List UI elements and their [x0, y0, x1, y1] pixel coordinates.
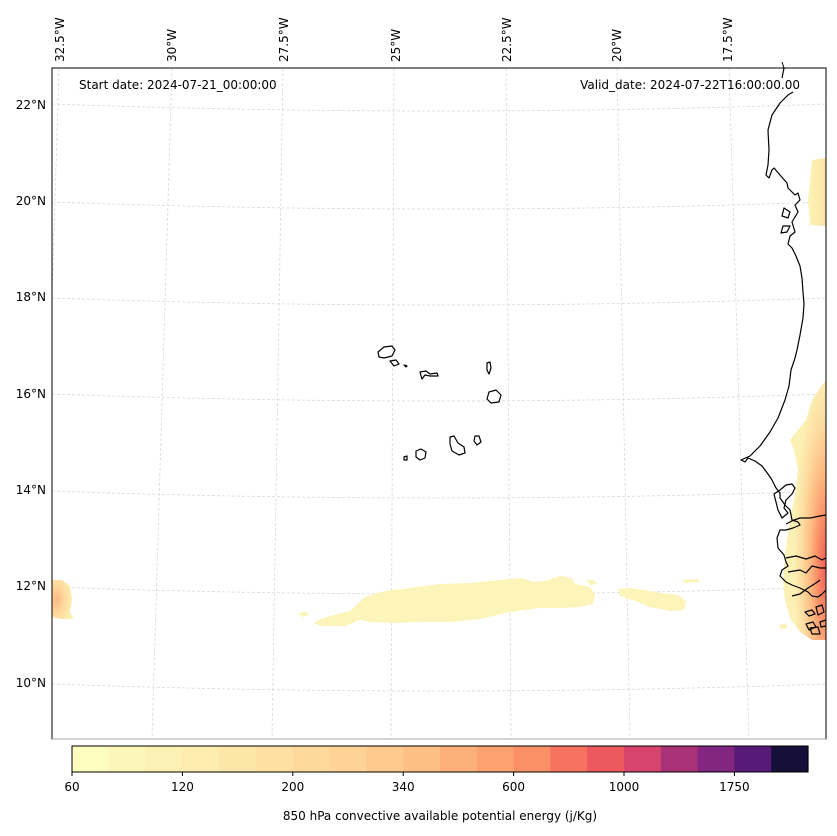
lon-label: 22.5°W: [500, 17, 514, 62]
colorbar-tick-label: 200: [281, 780, 305, 794]
lat-label: 14°N: [15, 483, 46, 497]
start-date-annotation: Start date: 2024-07-21_00:00:00: [79, 78, 277, 92]
coastline-bijagos-1: [804, 609, 816, 617]
colorbar-bin: [440, 746, 478, 772]
colorbar-bin: [734, 746, 772, 772]
cape-field: [52, 158, 826, 640]
colorbar-tick-label: 1000: [608, 780, 640, 794]
island-sal: [486, 361, 492, 375]
colorbar-tick-label: 340: [391, 780, 415, 794]
colorbar-bin: [145, 746, 183, 772]
map-frame: [51, 67, 827, 740]
cape-region-north-coastal: [808, 158, 826, 226]
colorbar-bin: [550, 746, 588, 772]
coastline-bijagos-5: [819, 619, 826, 628]
coastline-saloum-delta: [773, 483, 796, 519]
gridlines: [52, 68, 826, 739]
cape-region-central-dot-2: [587, 580, 597, 585]
lat-label: 12°N: [15, 579, 46, 593]
lon-label: 30°W: [165, 28, 179, 62]
colorbar-bin: [219, 746, 257, 772]
island-santa-luzia: [403, 364, 408, 368]
island-sao-nicolau: [419, 370, 439, 380]
colorbar: [71, 745, 809, 776]
lon-label: 20°W: [610, 28, 624, 62]
colorbar-bin: [182, 746, 220, 772]
gridline-lon-32.5: [52, 68, 60, 301]
map-frame-right-top-tick: [781, 61, 785, 69]
coastline-banc-arguin: [780, 207, 791, 234]
gridline-lon-22.5: [505, 68, 512, 739]
colorbar-bin: [72, 746, 110, 772]
lat-label: 10°N: [15, 676, 46, 690]
gridline-lat-10: [52, 683, 826, 692]
coastline-bijagos-4: [809, 626, 821, 635]
colorbar-bin: [256, 746, 294, 772]
island-sao-vicente: [389, 359, 400, 367]
island-santo-antao: [377, 345, 396, 359]
colorbar-bin: [513, 746, 551, 772]
cape-region-east-dot: [683, 579, 700, 583]
coastline-bijagos-2: [815, 604, 825, 616]
colorbar-tick-label: 1750: [719, 780, 750, 794]
colorbar-bin: [771, 746, 809, 772]
island-maio: [473, 435, 482, 446]
cape-region-south-dot: [779, 624, 788, 629]
colorbar-bin: [660, 746, 699, 772]
colorbar-bin: [587, 746, 625, 772]
cape-region-coastal-plume: [783, 380, 826, 640]
gridline-lon-20: [616, 68, 631, 739]
colorbar-tick-label: 600: [502, 780, 526, 794]
cape-region-east-patch: [618, 588, 686, 611]
colorbar-bin: [476, 746, 515, 772]
cape-region-west: [52, 580, 74, 619]
lat-label: 20°N: [15, 194, 46, 208]
coastline-west-africa: [740, 68, 826, 598]
coastline-bissau-estuary: [791, 579, 821, 597]
lat-label: 22°N: [15, 98, 46, 112]
colorbar-bin: [697, 746, 735, 772]
gridline-lon-27.5: [271, 68, 284, 739]
coastline-casamance: [787, 565, 826, 574]
colorbar-tick-label: 60: [64, 780, 80, 794]
lat-label: 18°N: [15, 290, 46, 304]
colorbar-bin: [366, 746, 404, 772]
colorbar-label: 850 hPa convective available potential e…: [282, 809, 598, 823]
colorbar-bin: [292, 746, 331, 772]
gridline-lon-30: [151, 68, 173, 739]
colorbar-tick-label: 120: [170, 780, 194, 794]
lon-label: 27.5°W: [277, 17, 291, 62]
gridline-lat-16: [52, 393, 826, 402]
cape-region-central-band: [314, 576, 595, 626]
cape-verde-islands: [377, 345, 502, 461]
gridline-lat-18: [52, 297, 826, 306]
gridline-lon-25: [390, 68, 395, 739]
colorbar-bin: [403, 746, 441, 772]
island-fogo: [415, 448, 427, 461]
valid-date-annotation: Valid_date: 2024-07-22T16:00:00.00: [580, 78, 800, 92]
lon-label: 25°W: [389, 28, 403, 62]
colorbar-frame: [71, 745, 809, 773]
lon-label: 17.5°W: [721, 17, 735, 62]
island-brava: [403, 455, 408, 461]
border-senegal-gambia-south: [785, 555, 826, 561]
gridline-lon-17.5: [728, 68, 750, 739]
lat-label: 16°N: [15, 387, 46, 401]
coastline-gambia-river: [785, 514, 826, 525]
colorbar-bin: [108, 746, 147, 772]
island-santiago: [449, 435, 466, 456]
cape-region-central-dot-1: [298, 612, 309, 617]
gridline-lat-14: [52, 490, 826, 499]
gridline-lat-20: [52, 201, 826, 210]
lon-label: 32.5°W: [53, 17, 67, 62]
coastline: [740, 68, 826, 635]
colorbar-bin: [329, 746, 367, 772]
island-boa-vista: [486, 389, 502, 404]
gridline-lat-22: [52, 103, 826, 112]
colorbar-bin: [624, 746, 662, 772]
